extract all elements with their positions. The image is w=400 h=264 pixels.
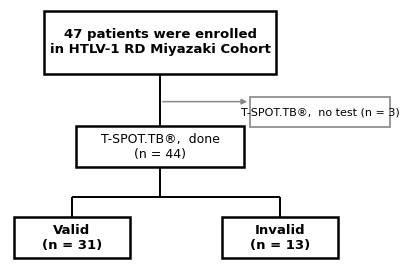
- Text: T-SPOT.TB®,  done
(n = 44): T-SPOT.TB®, done (n = 44): [100, 133, 220, 161]
- Text: Valid
(n = 31): Valid (n = 31): [42, 224, 102, 252]
- FancyBboxPatch shape: [44, 11, 276, 74]
- FancyBboxPatch shape: [76, 126, 244, 167]
- FancyBboxPatch shape: [222, 217, 338, 258]
- Text: 47 patients were enrolled
in HTLV-1 RD Miyazaki Cohort: 47 patients were enrolled in HTLV-1 RD M…: [50, 28, 270, 56]
- Text: Invalid
(n = 13): Invalid (n = 13): [250, 224, 310, 252]
- Text: T-SPOT.TB®,  no test (n = 3): T-SPOT.TB®, no test (n = 3): [241, 107, 399, 117]
- FancyBboxPatch shape: [14, 217, 130, 258]
- FancyBboxPatch shape: [250, 97, 390, 128]
